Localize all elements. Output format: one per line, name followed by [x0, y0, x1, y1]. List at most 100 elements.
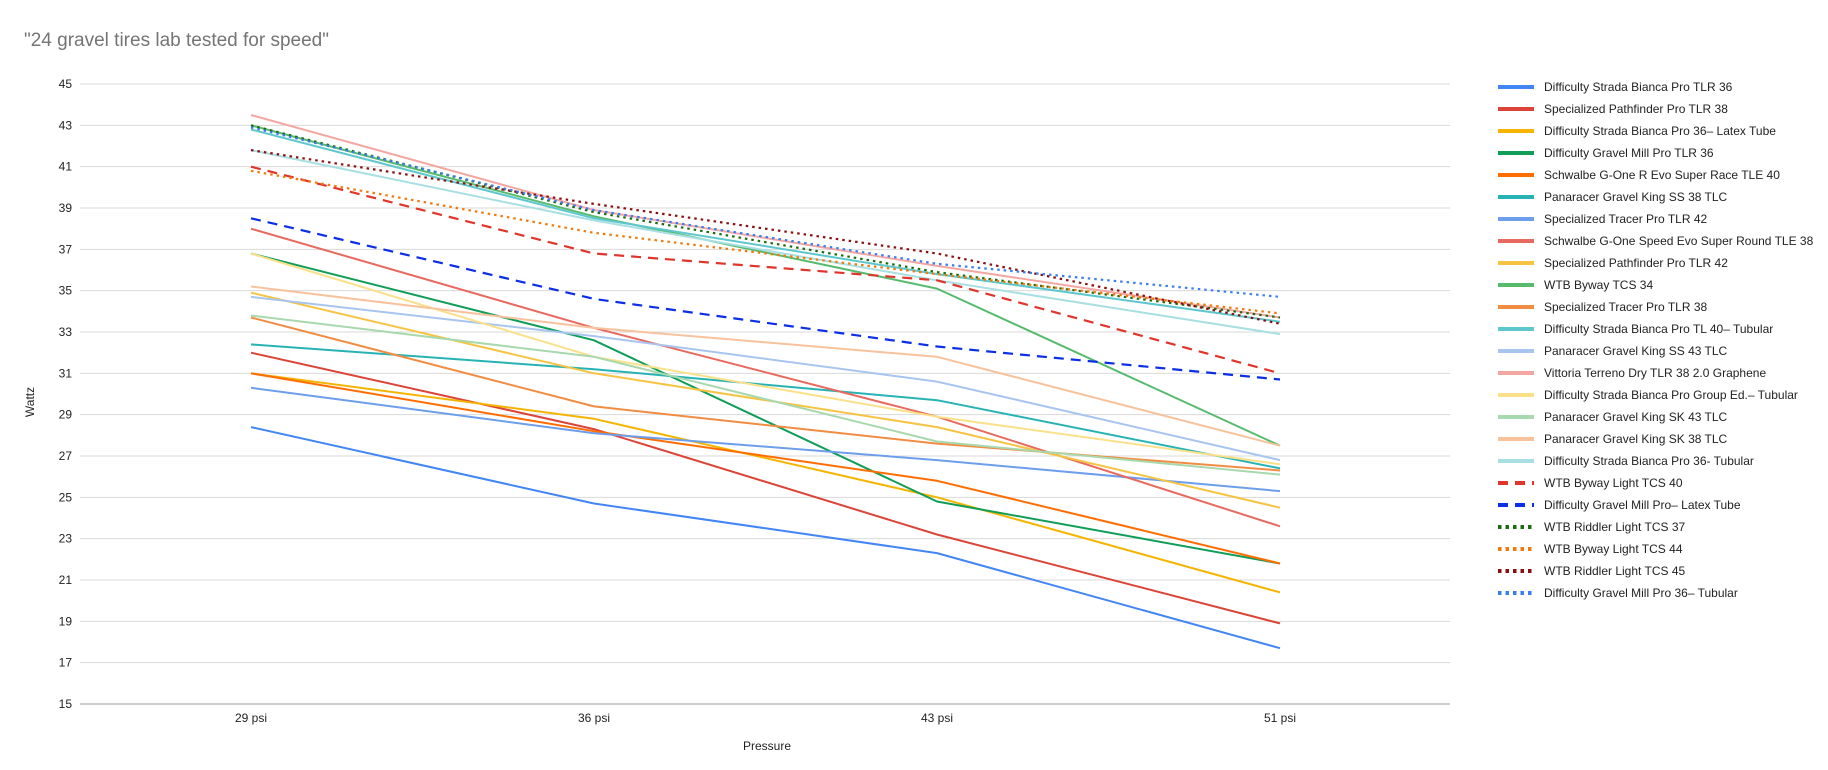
y-tick-label: 19 [59, 614, 73, 628]
legend-item: WTB Byway TCS 34 [1496, 274, 1813, 296]
legend-label: Difficulty Gravel Mill Pro 36– Tubular [1544, 586, 1738, 600]
y-tick-label: 23 [59, 532, 73, 546]
legend-label: WTB Byway TCS 34 [1544, 278, 1654, 292]
legend-label: Difficulty Strada Bianca Pro TL 40– Tubu… [1544, 322, 1774, 336]
legend-swatch [1498, 481, 1534, 485]
legend-item: Difficulty Strada Bianca Pro 36– Latex T… [1496, 120, 1813, 142]
line-chart: 15 17 19 21 23 25 27 29 31 33 35 37 39 41 43 45 29 psi 3… [23, 77, 1450, 753]
legend-swatch [1498, 459, 1534, 463]
legend-label: WTB Riddler Light TCS 37 [1544, 520, 1686, 534]
y-tick-label: 29 [59, 408, 73, 422]
legend-item: Panaracer Gravel King SS 38 TLC [1496, 186, 1813, 208]
legend-label: Specialized Tracer Pro TLR 38 [1544, 300, 1708, 314]
x-tick-label: 36 psi [578, 711, 610, 725]
legend-swatch [1498, 261, 1534, 265]
legend-item: Difficulty Gravel Mill Pro– Latex Tube [1496, 494, 1813, 516]
series-line [250, 217, 1281, 381]
legend-item: Difficulty Strada Bianca Pro TLR 36 [1496, 76, 1813, 98]
series-line [250, 426, 1281, 650]
series-line [250, 343, 1281, 470]
legend: Difficulty Strada Bianca Pro TLR 36 Speci… [1496, 76, 1813, 604]
y-axis-title: Wattz [23, 387, 37, 417]
legend-label: Schwalbe G-One R Evo Super Race TLE 40 [1544, 168, 1780, 182]
y-tick-label: 39 [59, 201, 73, 215]
legend-item: Specialized Tracer Pro TLR 38 [1496, 296, 1813, 318]
legend-item: Difficulty Gravel Mill Pro TLR 36 [1496, 142, 1813, 164]
series-line [250, 291, 1281, 509]
legend-label: Difficulty Strada Bianca Pro 36– Latex T… [1544, 124, 1776, 138]
legend-label: Panaracer Gravel King SS 43 TLC [1544, 344, 1728, 358]
legend-item: Difficulty Gravel Mill Pro 36– Tubular [1496, 582, 1813, 604]
y-tick-label: 15 [59, 697, 73, 711]
legend-swatch [1498, 195, 1534, 199]
series-line [250, 149, 1281, 336]
y-tick-label: 45 [59, 77, 73, 91]
legend-label: Difficulty Gravel Mill Pro TLR 36 [1544, 146, 1714, 160]
legend-item: Schwalbe G-One Speed Evo Super Round TLE… [1496, 230, 1813, 252]
series-line [250, 314, 1281, 476]
series-line [250, 165, 1281, 375]
series-line [250, 351, 1281, 625]
legend-swatch [1498, 85, 1534, 89]
legend-swatch [1498, 349, 1534, 353]
legend-swatch [1498, 151, 1534, 155]
legend-item: WTB Byway Light TCS 40 [1496, 472, 1813, 494]
gridlines [80, 83, 1450, 705]
legend-item: Specialized Pathfinder Pro TLR 38 [1496, 98, 1813, 120]
series-line [250, 285, 1281, 447]
legend-label: Vittoria Terreno Dry TLR 38 2.0 Graphene [1544, 366, 1767, 380]
x-axis-ticks: 29 psi 36 psi 43 psi 51 psi [235, 711, 1296, 725]
series-line [250, 149, 1281, 325]
legend-swatch [1498, 393, 1534, 397]
legend-swatch [1498, 239, 1534, 243]
series-line [250, 128, 1281, 323]
y-tick-label: 21 [59, 573, 73, 587]
x-tick-label: 51 psi [1264, 711, 1296, 725]
legend-swatch [1498, 569, 1534, 573]
legend-label: Difficulty Strada Bianca Pro TLR 36 [1544, 80, 1733, 94]
series-line [250, 227, 1281, 528]
legend-swatch [1498, 107, 1534, 111]
legend-item: WTB Byway Light TCS 44 [1496, 538, 1813, 560]
legend-label: Specialized Tracer Pro TLR 42 [1544, 212, 1708, 226]
series-line [250, 126, 1281, 298]
chart-title: "24 gravel tires lab tested for speed" [24, 30, 329, 51]
legend-swatch [1498, 217, 1534, 221]
legend-swatch [1498, 173, 1534, 177]
legend-item: Panaracer Gravel King SK 38 TLC [1496, 428, 1813, 450]
legend-label: Specialized Pathfinder Pro TLR 42 [1544, 256, 1728, 270]
legend-item: Difficulty Strada Bianca Pro TL 40– Tubu… [1496, 318, 1813, 340]
legend-item: Specialized Pathfinder Pro TLR 42 [1496, 252, 1813, 274]
legend-label: Difficulty Strada Bianca Pro Group Ed.– … [1544, 388, 1798, 402]
legend-item: Difficulty Strada Bianca Pro Group Ed.– … [1496, 384, 1813, 406]
y-tick-label: 17 [59, 656, 73, 670]
legend-label: Panaracer Gravel King SK 43 TLC [1544, 410, 1728, 424]
series-line [250, 252, 1281, 466]
y-tick-label: 41 [59, 160, 73, 174]
legend-label: Specialized Pathfinder Pro TLR 38 [1544, 102, 1728, 116]
legend-label: Panaracer Gravel King SS 38 TLC [1544, 190, 1728, 204]
legend-label: Panaracer Gravel King SK 38 TLC [1544, 432, 1728, 446]
legend-swatch [1498, 547, 1534, 551]
legend-item: Specialized Tracer Pro TLR 42 [1496, 208, 1813, 230]
legend-item: Vittoria Terreno Dry TLR 38 2.0 Graphene [1496, 362, 1813, 384]
legend-label: WTB Byway Light TCS 44 [1544, 542, 1683, 556]
legend-swatch [1498, 305, 1534, 309]
legend-item: Panaracer Gravel King SS 43 TLC [1496, 340, 1813, 362]
legend-label: Schwalbe G-One Speed Evo Super Round TLE… [1544, 234, 1814, 248]
y-axis-ticks: 15 17 19 21 23 25 27 29 31 33 35 37 39 41 43 45 [59, 77, 73, 711]
legend-swatch [1498, 437, 1534, 441]
legend-label: WTB Byway Light TCS 40 [1544, 476, 1683, 490]
legend-label: WTB Riddler Light TCS 45 [1544, 564, 1686, 578]
y-tick-label: 43 [59, 118, 73, 132]
legend-swatch [1498, 327, 1534, 331]
legend-item: WTB Riddler Light TCS 45 [1496, 560, 1813, 582]
series-line [250, 372, 1281, 594]
legend-item: Difficulty Strada Bianca Pro 36- Tubular [1496, 450, 1813, 472]
legend-swatch [1498, 525, 1534, 529]
series-line [250, 252, 1281, 565]
series-line [250, 372, 1281, 565]
y-tick-label: 31 [59, 366, 73, 380]
legend-item: Panaracer Gravel King SK 43 TLC [1496, 406, 1813, 428]
legend-item: Schwalbe G-One R Evo Super Race TLE 40 [1496, 164, 1813, 186]
